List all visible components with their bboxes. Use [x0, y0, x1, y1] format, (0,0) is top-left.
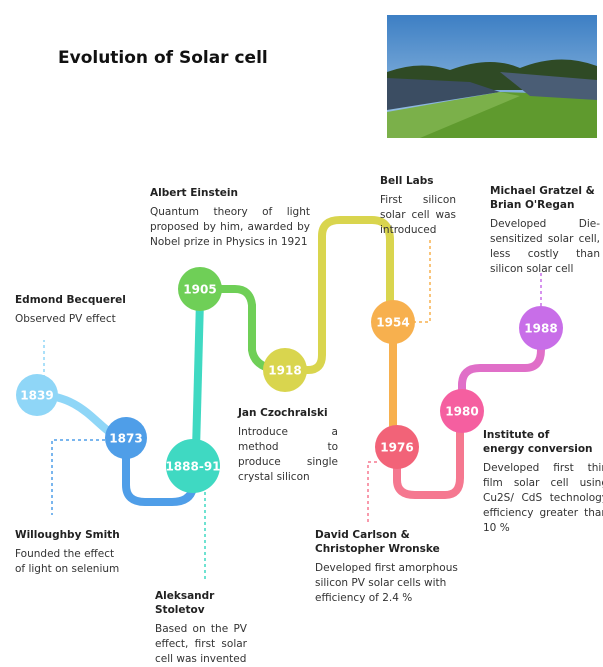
event-name: Bell Labs: [380, 174, 456, 188]
year: 1918: [268, 364, 301, 378]
event-description: Developed first amorphous silicon PV sol…: [315, 561, 480, 606]
event: David Carlson & Christopher Wronske Deve…: [315, 528, 480, 606]
event-name: Institute of energy conversion: [483, 428, 593, 456]
photo: [387, 15, 597, 138]
event-description: Developed Die-sensitized solar cell, les…: [490, 217, 600, 277]
page: 1839 1873 1888-91 1905 1918 1954 1976 19…: [0, 0, 603, 652]
event: Edmond Becquerel Observed PV effect: [15, 293, 155, 327]
title: Evolution of Solar cell: [58, 48, 268, 68]
event-description: First silicon solar cell was introduced: [380, 193, 456, 238]
event-name: Albert Einstein: [150, 186, 310, 200]
event: Aleksandr Stoletov Based on the PV effec…: [155, 589, 247, 667]
year: 1839: [20, 389, 53, 403]
event-name: Willoughby Smith: [15, 528, 127, 542]
year: 1888-91: [165, 460, 220, 474]
year: 1954: [376, 316, 409, 330]
event-name: David Carlson & Christopher Wronske: [315, 528, 480, 556]
event-description: Introduce a method to produce single cry…: [238, 425, 338, 485]
event-description: Observed PV effect: [15, 312, 155, 327]
event: Bell Labs First silicon solar cell was i…: [380, 174, 456, 238]
year: 1980: [445, 405, 478, 419]
year: 1988: [524, 322, 557, 336]
event: Jan Czochralski Introduce a method to pr…: [238, 406, 338, 485]
event-name: Jan Czochralski: [238, 406, 338, 420]
event: Institute of energy conversion Developed…: [483, 428, 603, 536]
event-name: Michael Gratzel & Brian O'Regan: [490, 184, 600, 212]
event: Albert Einstein Quantum theory of light …: [150, 186, 310, 250]
year: 1873: [109, 432, 142, 446]
event-description: Founded the effect of light on selenium: [15, 547, 127, 577]
year: 1976: [380, 441, 413, 455]
year: 1905: [183, 283, 216, 297]
event-description: Based on the PV effect, first solar cell…: [155, 622, 247, 667]
event-description: Quantum theory of light proposed by him,…: [150, 205, 310, 250]
event-description: Developed first thin film solar cell usi…: [483, 461, 603, 536]
event-name: Edmond Becquerel: [15, 293, 155, 307]
event: Michael Gratzel & Brian O'Regan Develope…: [490, 184, 600, 277]
event: Willoughby Smith Founded the effect of l…: [15, 528, 127, 577]
event-name: Aleksandr Stoletov: [155, 589, 247, 617]
